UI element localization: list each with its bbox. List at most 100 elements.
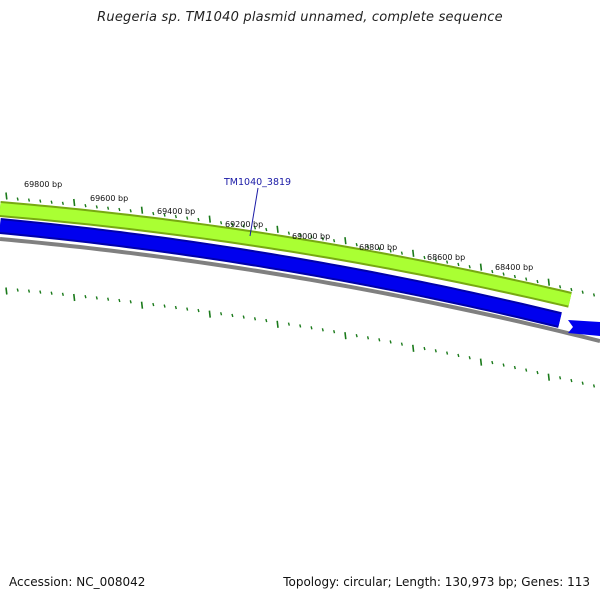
major-tick <box>547 373 550 381</box>
minor-tick <box>378 338 381 342</box>
minor-tick <box>333 330 336 334</box>
minor-tick <box>581 381 584 385</box>
major-tick <box>208 215 211 223</box>
minor-tick <box>581 290 584 294</box>
minor-tick <box>570 378 573 383</box>
inner-tick-ring <box>5 287 596 388</box>
forward-strand-gene[interactable] <box>0 203 572 306</box>
major-tick <box>73 293 76 302</box>
map-title: Ruegeria sp. TM1040 plasmid unnamed, com… <box>97 10 503 25</box>
minor-tick <box>27 289 31 293</box>
minor-tick <box>16 197 19 201</box>
scale-label: 69400 bp <box>157 207 195 216</box>
minor-tick <box>468 265 471 269</box>
minor-tick <box>592 384 596 388</box>
minor-tick <box>152 211 155 216</box>
minor-tick <box>265 227 268 232</box>
minor-tick <box>186 216 189 220</box>
minor-tick <box>61 292 64 297</box>
major-tick <box>140 301 144 309</box>
minor-tick <box>400 251 403 255</box>
length-label: Length: <box>395 575 441 589</box>
major-tick <box>208 310 211 318</box>
topology-label: Topology: <box>283 575 340 589</box>
minor-tick <box>152 302 155 307</box>
scale-label: 68800 bp <box>359 243 397 252</box>
minor-tick <box>253 317 257 321</box>
scale-label: 69200 bp <box>225 220 263 229</box>
major-tick <box>73 198 76 207</box>
minor-tick <box>287 322 290 326</box>
minor-tick <box>355 334 358 338</box>
minor-tick <box>197 308 200 313</box>
minor-tick <box>491 269 494 274</box>
minor-tick <box>95 296 98 300</box>
major-tick <box>412 249 415 257</box>
minor-tick <box>310 235 313 239</box>
major-tick <box>276 320 279 328</box>
minor-tick <box>446 351 449 355</box>
minor-tick <box>389 249 392 253</box>
minor-tick <box>366 245 370 249</box>
minor-tick <box>491 360 494 365</box>
scale-labels: 69800 bp 69600 bp 69400 bp 69200 bp 69000 bp… <box>24 180 533 272</box>
reverse-strand-gene-right[interactable] <box>568 320 600 336</box>
minor-tick <box>16 288 19 292</box>
minor-tick <box>242 224 245 228</box>
minor-tick <box>355 243 358 247</box>
minor-tick <box>592 293 596 297</box>
minor-tick <box>27 198 31 202</box>
gene-label-pointer <box>249 187 259 237</box>
minor-tick <box>265 318 268 323</box>
topology-value: circular; <box>343 575 392 589</box>
minor-tick <box>559 376 562 380</box>
accession-value: NC_008042 <box>76 575 146 589</box>
minor-tick <box>174 305 177 310</box>
minor-tick <box>253 226 257 230</box>
minor-tick <box>107 297 110 301</box>
scale-label: 69000 bp <box>292 232 330 241</box>
minor-tick <box>570 287 573 292</box>
backbone-track <box>0 237 600 343</box>
minor-tick <box>129 209 132 213</box>
minor-tick <box>231 313 234 318</box>
minor-tick <box>434 349 437 353</box>
minor-tick <box>366 336 370 340</box>
minor-tick <box>186 307 189 311</box>
minor-tick <box>502 363 505 367</box>
minor-tick <box>84 204 87 208</box>
minor-tick <box>197 217 200 222</box>
scale-label: 69600 bp <box>90 194 128 203</box>
minor-tick <box>423 255 426 260</box>
scale-label: 69800 bp <box>24 180 62 189</box>
minor-tick <box>220 312 223 316</box>
length-value: 130,973 bp; <box>444 575 518 589</box>
minor-tick <box>457 353 460 358</box>
minor-tick <box>310 326 313 330</box>
minor-tick <box>457 262 460 267</box>
reverse-strand-gene[interactable] <box>0 220 562 326</box>
minor-tick <box>95 205 98 209</box>
genes-value: 113 <box>567 575 590 589</box>
minor-tick <box>525 277 528 281</box>
minor-tick <box>39 199 42 203</box>
minor-tick <box>423 346 426 351</box>
minor-tick <box>107 206 110 210</box>
gene-label[interactable]: TM1040_3819 <box>223 177 291 188</box>
accession-info: Accession: NC_008042 <box>9 575 145 589</box>
major-tick <box>479 358 483 366</box>
minor-tick <box>434 258 437 262</box>
minor-tick <box>118 298 121 303</box>
minor-tick <box>536 370 539 375</box>
minor-tick <box>174 214 177 219</box>
minor-tick <box>400 342 403 346</box>
minor-tick <box>446 260 449 264</box>
major-tick <box>344 237 347 245</box>
minor-tick <box>502 272 505 276</box>
accession-label: Accession: <box>9 575 73 589</box>
minor-tick <box>299 233 302 237</box>
minor-tick <box>321 328 324 332</box>
scale-label: 68400 bp <box>495 263 533 272</box>
minor-tick <box>378 247 381 251</box>
